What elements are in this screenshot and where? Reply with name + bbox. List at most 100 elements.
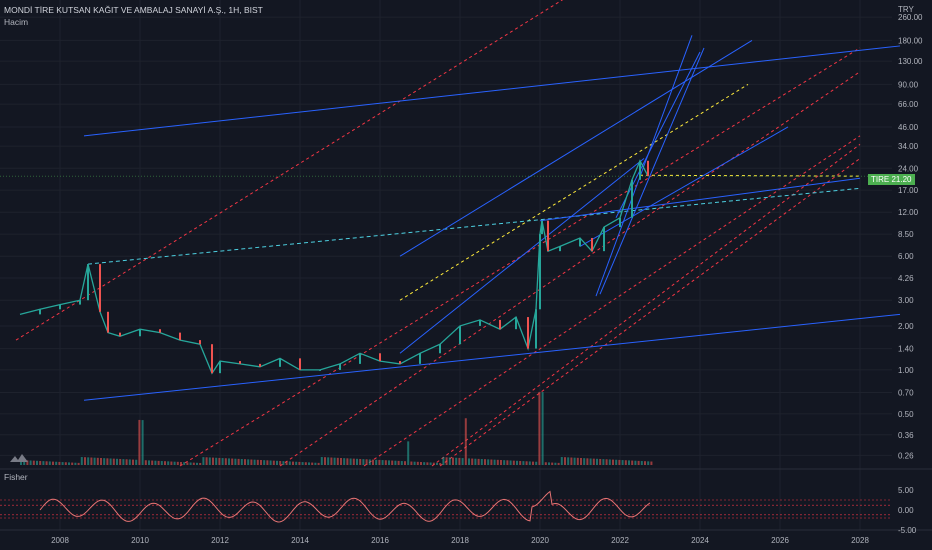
price-candle — [139, 329, 141, 337]
volume-bar — [160, 461, 163, 465]
volume-bar — [602, 459, 605, 465]
price-axis-label: 260.00 — [898, 13, 923, 22]
volume-bar — [368, 459, 371, 465]
volume-bar — [458, 457, 461, 465]
currency-label: TRY — [898, 5, 914, 14]
time-axis-label: 2008 — [51, 536, 69, 545]
trendline-blue — [83, 45, 901, 137]
price-axis-label: 3.00 — [898, 296, 914, 305]
time-axis-label: 2014 — [291, 536, 309, 545]
volume-bar — [199, 462, 202, 465]
volume-label: Hacim — [4, 17, 29, 27]
volume-bar — [519, 460, 522, 465]
volume-bar — [522, 461, 525, 465]
price-series-line — [19, 159, 649, 375]
volume-bar — [301, 462, 304, 465]
price-candle — [259, 363, 261, 367]
price-candle — [559, 246, 561, 252]
volume-bar — [343, 458, 346, 465]
price-candle — [59, 304, 61, 310]
volume-bar — [586, 458, 589, 465]
volume-bar — [135, 459, 138, 465]
volume-bar — [445, 457, 448, 465]
volume-bar — [576, 457, 579, 465]
volume-bar — [544, 462, 547, 465]
volume-bar — [464, 418, 467, 465]
price-candle — [319, 369, 321, 371]
price-candle — [199, 340, 201, 345]
fisher-axis-label: 0.00 — [898, 506, 914, 515]
price-axis-label: 17.00 — [898, 186, 919, 195]
volume-bar — [423, 462, 426, 465]
volume-bar — [592, 458, 595, 465]
price-candle — [379, 353, 381, 362]
price-axis-label: 66.00 — [898, 100, 919, 109]
price-axis-label: 90.00 — [898, 80, 919, 89]
price-axis-label: 46.00 — [898, 123, 919, 132]
price-candle — [439, 344, 441, 354]
time-axis-label: 2018 — [451, 536, 469, 545]
volume-bar — [381, 460, 384, 465]
volume-bar — [157, 460, 160, 465]
time-axis-label: 2012 — [211, 536, 229, 545]
volume-bar — [452, 457, 454, 465]
fisher-axis-label: 5.00 — [898, 486, 914, 495]
volume-bar — [109, 458, 112, 465]
price-axis-label: 34.00 — [898, 142, 919, 151]
volume-bar — [548, 462, 550, 465]
volume-bar — [148, 460, 150, 465]
price-candle — [459, 325, 461, 345]
volume-bar — [308, 462, 310, 465]
time-axis-label: 2022 — [611, 536, 629, 545]
price-candle — [591, 237, 593, 252]
price-candle — [119, 332, 121, 337]
volume-bar — [80, 457, 83, 465]
price-candle — [619, 217, 621, 228]
price-axis-label: 12.00 — [898, 208, 919, 217]
volume-bar — [45, 461, 48, 465]
trendline-blue — [539, 177, 861, 222]
channel-line-yellow — [399, 83, 749, 301]
volume-bar — [442, 457, 445, 465]
volume-bar — [468, 458, 470, 465]
volume-bar — [20, 460, 22, 465]
price-axis-label: 4.26 — [898, 274, 914, 283]
volume-bar — [378, 459, 381, 465]
volume-bar — [116, 458, 118, 465]
volume-bar — [205, 457, 208, 465]
volume-bar — [612, 459, 614, 465]
price-candle — [527, 317, 529, 349]
volume-bar — [506, 460, 509, 465]
volume-bar — [650, 461, 653, 465]
channel-line-red — [431, 143, 861, 467]
volume-bar — [128, 459, 131, 465]
volume-bar — [535, 461, 538, 465]
volume-bar — [221, 458, 224, 465]
volume-bar — [234, 458, 237, 465]
volume-bar — [183, 462, 186, 465]
volume-bar — [336, 457, 339, 465]
volume-bar — [346, 458, 349, 465]
volume-bar — [154, 460, 157, 465]
volume-bar — [260, 460, 262, 465]
volume-bar — [372, 459, 374, 465]
volume-bar — [490, 459, 493, 465]
price-axis-label: 24.00 — [898, 164, 919, 173]
trendline-blue — [579, 126, 789, 247]
volume-bar — [32, 460, 35, 465]
volume-bar — [138, 419, 141, 465]
price-axis-label: 1.00 — [898, 366, 914, 375]
price-candle — [603, 227, 605, 252]
volume-bar — [410, 461, 413, 465]
volume-bar — [631, 460, 634, 465]
volume-bar — [52, 461, 54, 465]
trendline-blue — [399, 158, 645, 354]
volume-bar — [74, 462, 77, 465]
price-candle — [179, 332, 181, 341]
volume-bar — [170, 461, 173, 465]
fisher-label: Fisher — [4, 472, 28, 482]
volume-bar — [186, 462, 189, 465]
volume-bar — [215, 457, 218, 465]
volume-bar — [480, 459, 483, 465]
